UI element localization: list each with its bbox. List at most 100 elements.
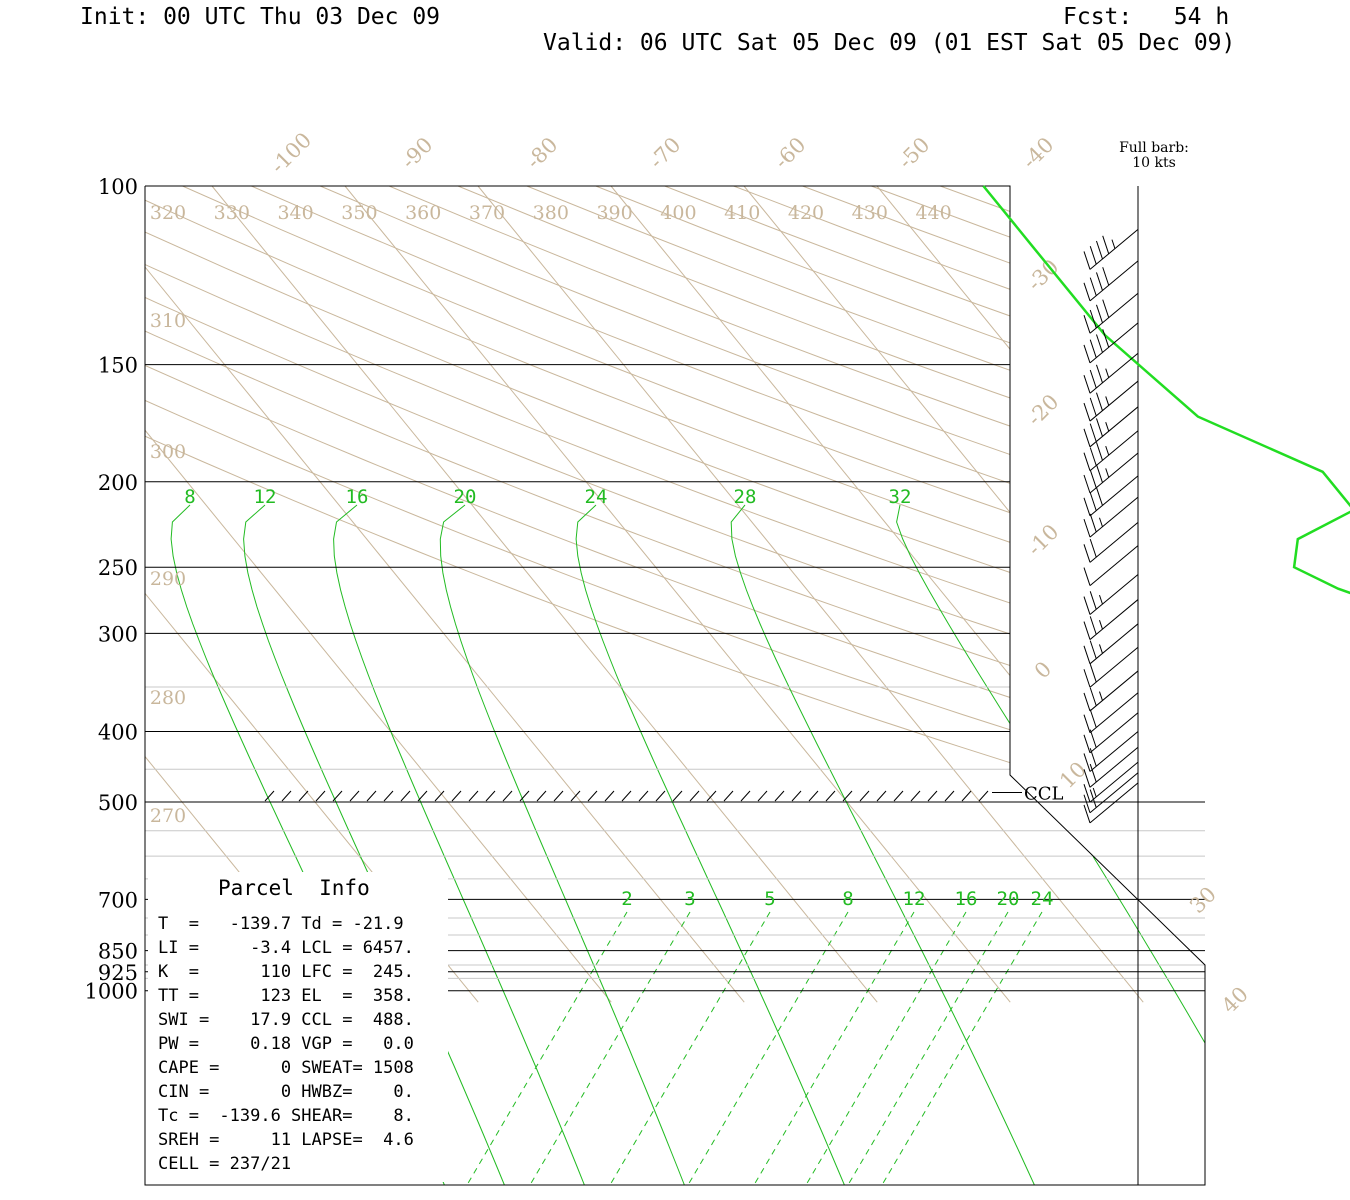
wind-barb-flag	[1083, 315, 1091, 334]
wind-barb-shaft	[1089, 521, 1139, 563]
wind-barb-flag	[1089, 763, 1097, 783]
wind-barb-flag	[1083, 794, 1091, 813]
wind-barb-shaft	[1089, 229, 1139, 270]
pressure-label: 400	[98, 720, 138, 744]
isotherm-line	[211, 186, 878, 1003]
wind-barb-shaft	[1089, 599, 1139, 640]
isotherm-label: -20	[1023, 390, 1064, 431]
wind-barb	[1083, 599, 1139, 640]
hatch-mark	[791, 790, 802, 802]
isotherm-label: -40	[1018, 133, 1059, 174]
wind-barb-half	[1105, 368, 1110, 378]
wind-barb-flag	[1083, 753, 1091, 772]
wind-barb-flag	[1083, 692, 1091, 712]
wind-barb-flag	[1089, 709, 1097, 728]
isotherm-label: 40	[1217, 982, 1253, 1018]
wind-barb-half	[1111, 239, 1116, 249]
isotherm-label: -60	[770, 133, 811, 174]
wind-barb-flag	[1089, 616, 1097, 635]
hatch-mark	[485, 790, 496, 802]
dry-adiabat-line	[457, 186, 1205, 992]
dry-adiabat-line	[388, 186, 1205, 992]
wind-barb-flag	[1083, 344, 1091, 364]
dry-adiabat-line	[145, 186, 1205, 992]
hatch-mark	[638, 790, 649, 802]
parcel-row: CIN = 0 HWBZ= 0.	[158, 1082, 414, 1102]
wind-barb-flag	[1102, 267, 1110, 286]
hatch-mark	[604, 790, 615, 802]
hatch-mark	[553, 790, 564, 802]
mixing-ratio-label: 8	[842, 888, 853, 910]
wind-barb	[1083, 746, 1139, 788]
hatch-mark	[519, 790, 530, 802]
wind-barb	[1083, 692, 1139, 734]
hatch-mark	[315, 790, 326, 802]
wind-barb-shaft	[1089, 452, 1139, 494]
theta-label: 270	[150, 805, 186, 827]
moist-adiabat-line	[575, 504, 845, 1185]
theta-label: 430	[852, 202, 888, 224]
wind-barb-flag	[1089, 246, 1097, 265]
hatch-mark	[451, 790, 462, 802]
moist-adiabat-label: 32	[889, 486, 912, 508]
wind-barb-flag	[1083, 784, 1091, 803]
wind-barb-flag	[1083, 669, 1091, 688]
wind-barb-flag	[1089, 339, 1097, 358]
mixing-ratio-line	[805, 911, 967, 1185]
theta-label: 440	[915, 202, 951, 224]
wind-barb-shaft	[1089, 260, 1139, 302]
wind-barb-flag	[1089, 277, 1097, 296]
theta-label: 390	[596, 202, 632, 224]
wind-barb-flag	[1096, 364, 1103, 383]
hatch-mark	[383, 790, 394, 802]
mixing-ratio-line	[609, 911, 771, 1185]
parcel-info-panel: Parcel Info T = -139.7 Td = -21.9 LI = -…	[148, 872, 448, 1182]
dry-adiabat-line	[871, 186, 1205, 992]
mixing-ratio-label: 3	[684, 888, 695, 910]
parcel-row: CELL = 237/21	[158, 1154, 292, 1174]
theta-label: 290	[150, 568, 186, 590]
mixing-ratio-line	[687, 911, 849, 1185]
wind-barb	[1083, 623, 1139, 665]
wind-barb-flag	[1083, 497, 1091, 516]
wind-barb	[1083, 521, 1139, 563]
isotherm-line	[145, 186, 612, 1003]
wind-barb-flag	[1083, 452, 1091, 471]
wind-barb-flag	[1096, 392, 1103, 411]
wind-barb-shaft	[1089, 731, 1139, 772]
isotherm-line	[477, 186, 1144, 1003]
pressure-label: 850	[98, 940, 138, 964]
isotherm-label: -100	[266, 128, 316, 178]
mixing-ratio-line	[753, 911, 915, 1185]
moist-adiabat-line	[896, 504, 1205, 1185]
dry-adiabat-line	[940, 186, 1205, 992]
wind-barb	[1083, 229, 1139, 270]
wind-barb-shaft	[1089, 574, 1139, 615]
dry-adiabat-line	[145, 186, 1205, 992]
hatch-mark	[740, 790, 751, 802]
wind-barb-flag	[1096, 304, 1103, 323]
hatch-mark	[349, 790, 360, 802]
mixing-ratio-label: 20	[997, 888, 1020, 910]
wind-barb-flag	[1096, 240, 1103, 260]
wind-barb	[1083, 475, 1139, 517]
barb-legend-line2: 10 kts	[1132, 155, 1176, 171]
wind-barb-flag	[1083, 402, 1091, 422]
hatch-mark	[910, 790, 921, 802]
wind-barb-flag	[1102, 299, 1110, 318]
theta-label: 380	[533, 202, 569, 224]
isotherm-line	[344, 186, 1011, 1003]
wind-barb-flag	[1096, 272, 1103, 291]
wind-barb-flag	[1089, 591, 1097, 610]
wind-barb-shaft	[1089, 746, 1139, 788]
pressure-label: 925	[98, 961, 138, 985]
hatch-mark	[434, 790, 445, 802]
wind-barb	[1083, 772, 1139, 814]
hatch-mark	[961, 790, 972, 802]
hatch-mark	[655, 790, 666, 802]
isotherm-label: -10	[1023, 520, 1064, 561]
wind-barb-flag	[1089, 423, 1097, 442]
barb-legend-line1: Full barb:	[1119, 140, 1189, 156]
wind-barb	[1083, 545, 1139, 586]
wind-barb-shaft	[1089, 352, 1139, 394]
